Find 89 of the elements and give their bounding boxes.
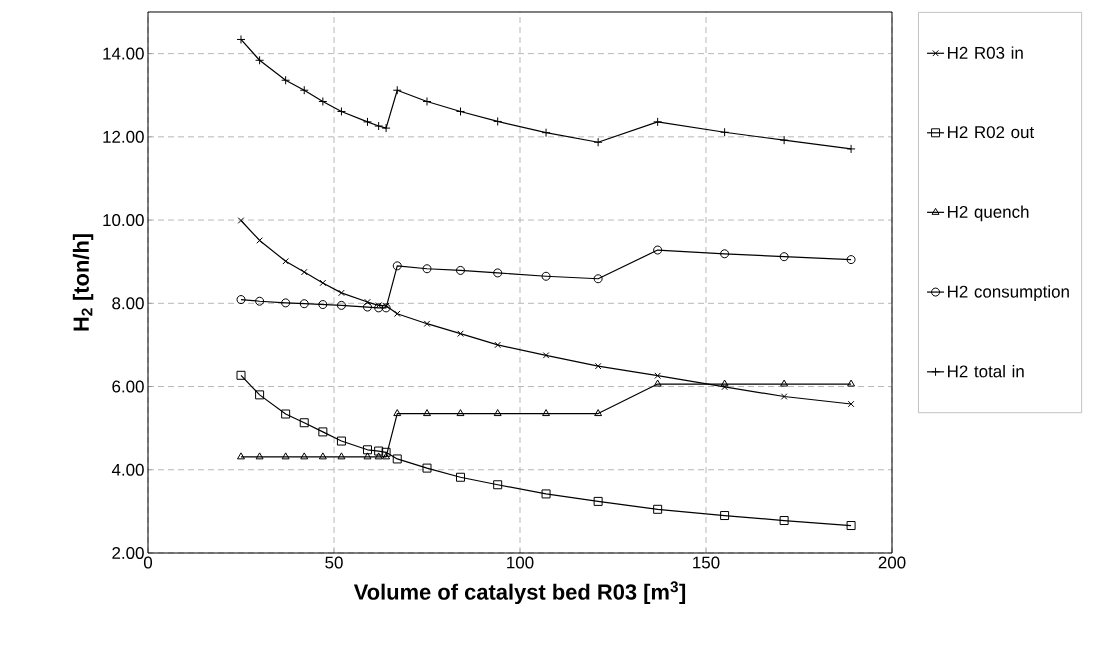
point: [319, 279, 327, 287]
y-tick-label: 14.00: [103, 47, 144, 60]
point: [236, 295, 246, 305]
point: [720, 249, 730, 259]
point: [255, 452, 264, 460]
point: [653, 504, 663, 514]
point: [423, 320, 431, 328]
point: [493, 268, 503, 278]
point: [374, 446, 384, 456]
point: [779, 516, 789, 526]
point: [237, 452, 245, 460]
point: [422, 264, 432, 274]
point: [237, 217, 245, 224]
point: [541, 489, 551, 499]
point: [337, 452, 346, 460]
point: [594, 409, 603, 417]
y-tick-label: 8.00: [112, 297, 144, 310]
legend-label: H2 total in: [948, 364, 1024, 378]
point: [456, 409, 465, 417]
point: [846, 255, 856, 265]
point: [493, 480, 503, 490]
x-tick-label: 150: [693, 556, 720, 569]
point: [318, 427, 328, 437]
x-axis-title: Volume of catalyst bed R03 [m$^{3}$]: [353, 581, 686, 605]
point: [846, 521, 856, 531]
point: [300, 452, 309, 460]
point: [653, 245, 663, 255]
point: [393, 409, 402, 417]
y-tick-label: 2.00: [112, 547, 144, 559]
point: [392, 454, 402, 464]
point: [281, 298, 291, 308]
x-tick-label: 0: [143, 556, 153, 569]
point: [381, 447, 391, 457]
y-tick-label: 4.00: [111, 463, 144, 476]
point: [336, 436, 346, 446]
point: [422, 463, 432, 473]
point: [318, 300, 328, 310]
point: [847, 400, 855, 408]
legend-label: H2 quench: [948, 205, 1029, 222]
point: [542, 352, 550, 359]
point: [236, 370, 246, 380]
point: [542, 409, 551, 417]
legend-label: H2 consumption: [948, 285, 1069, 301]
point: [593, 274, 603, 284]
point: [255, 296, 265, 306]
point: [455, 472, 465, 482]
point: [654, 372, 661, 380]
point: [374, 452, 383, 460]
point: [457, 330, 464, 338]
y-tick-label: 12.00: [103, 130, 144, 143]
legend-label: H2 R03 in: [948, 46, 1023, 59]
point: [336, 300, 346, 310]
y-axis-title: H$_{2}$ [ton/h]: [72, 234, 94, 331]
point: [780, 393, 788, 400]
point: [653, 379, 662, 387]
point: [494, 341, 502, 349]
point: [493, 409, 502, 417]
point: [281, 452, 290, 460]
legend-label: H2 R02 out: [948, 126, 1035, 139]
x-tick-label: 50: [325, 556, 343, 569]
point: [281, 409, 291, 419]
point: [455, 265, 465, 275]
point: [594, 362, 602, 370]
point: [299, 418, 309, 428]
y-tick-label: 6.00: [112, 380, 144, 393]
point: [255, 390, 265, 400]
point: [282, 257, 289, 265]
point: [392, 261, 402, 271]
point: [300, 268, 308, 276]
point: [338, 289, 345, 297]
point: [779, 252, 789, 262]
point: [720, 379, 729, 387]
point: [423, 409, 431, 417]
point: [847, 379, 856, 387]
point: [393, 310, 401, 318]
point: [593, 496, 603, 506]
point: [541, 271, 551, 281]
x-tick-label: 200: [878, 556, 906, 569]
point: [362, 445, 372, 455]
point: [363, 452, 372, 460]
point: [299, 299, 309, 309]
point: [720, 511, 730, 521]
point: [382, 452, 391, 460]
x-tick-label: 100: [507, 556, 534, 569]
point: [362, 302, 372, 312]
point: [780, 379, 789, 387]
y-tick-label: 10.00: [103, 214, 144, 227]
point: [318, 452, 327, 460]
point: [256, 237, 263, 244]
